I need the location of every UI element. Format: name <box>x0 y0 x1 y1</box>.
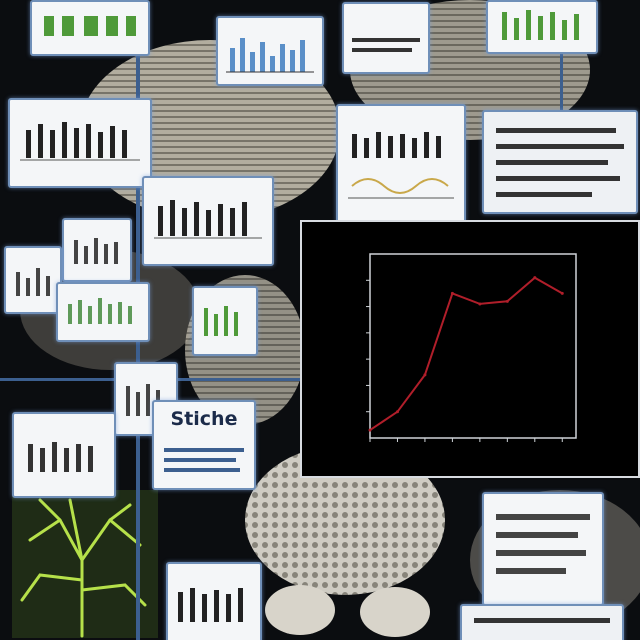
bar-chart-card <box>30 0 150 56</box>
bar-chart-thumbnail <box>226 38 314 73</box>
bar-chart-thumbnail <box>74 238 118 264</box>
text-card: Stiche <box>152 400 256 490</box>
bar-chart-thumbnail <box>20 122 140 161</box>
series-line <box>369 276 563 431</box>
connector <box>560 50 563 120</box>
text-card <box>482 110 638 214</box>
panel-label: Stiche <box>170 408 238 430</box>
bar-chart-card <box>56 282 150 342</box>
bar-chart-card <box>342 2 430 74</box>
line-chart <box>366 253 577 442</box>
bar-chart-card <box>192 286 258 356</box>
bar-chart-thumbnail <box>28 442 93 472</box>
bar-chart-card <box>166 562 262 640</box>
data-point <box>368 428 372 432</box>
bar-chart-thumbnail <box>178 588 243 622</box>
bar-chart-card <box>4 246 62 314</box>
bar-chart-thumbnail <box>352 38 420 52</box>
text-lines <box>496 128 624 197</box>
bar-chart-thumbnail <box>44 16 136 36</box>
bar-chart-card <box>486 0 598 54</box>
line-chart-thumbnail <box>348 132 454 199</box>
plot-area <box>369 253 577 439</box>
data-point <box>395 410 399 414</box>
data-point <box>478 302 482 306</box>
bar-chart-thumbnail <box>204 306 238 336</box>
bar-chart-card <box>336 104 466 224</box>
bar-chart-thumbnail <box>496 514 590 574</box>
data-point <box>423 373 427 377</box>
bar-chart-thumbnail <box>502 10 579 40</box>
bar-chart-card <box>12 412 116 498</box>
bar-chart-thumbnail <box>68 298 132 324</box>
series-points <box>368 276 564 432</box>
neuron-tree-image <box>12 490 158 638</box>
data-point <box>450 291 454 295</box>
bar-chart-card <box>114 362 178 436</box>
text-lines <box>164 448 244 472</box>
bar-chart-thumbnail <box>16 268 50 296</box>
text-card <box>460 604 624 640</box>
data-point <box>533 276 537 280</box>
line-chart-panel <box>300 220 640 478</box>
text-lines <box>474 618 610 623</box>
x-axis-ticks <box>369 438 563 442</box>
y-axis-ticks <box>366 279 370 413</box>
bar-chart-thumbnail <box>154 200 262 239</box>
data-point <box>560 291 564 295</box>
bar-chart-card <box>216 16 324 86</box>
bar-chart-card <box>62 218 132 282</box>
bar-chart-card <box>482 492 604 606</box>
bar-chart-card <box>142 176 274 266</box>
bar-chart-card <box>8 98 152 188</box>
data-point <box>505 299 509 303</box>
